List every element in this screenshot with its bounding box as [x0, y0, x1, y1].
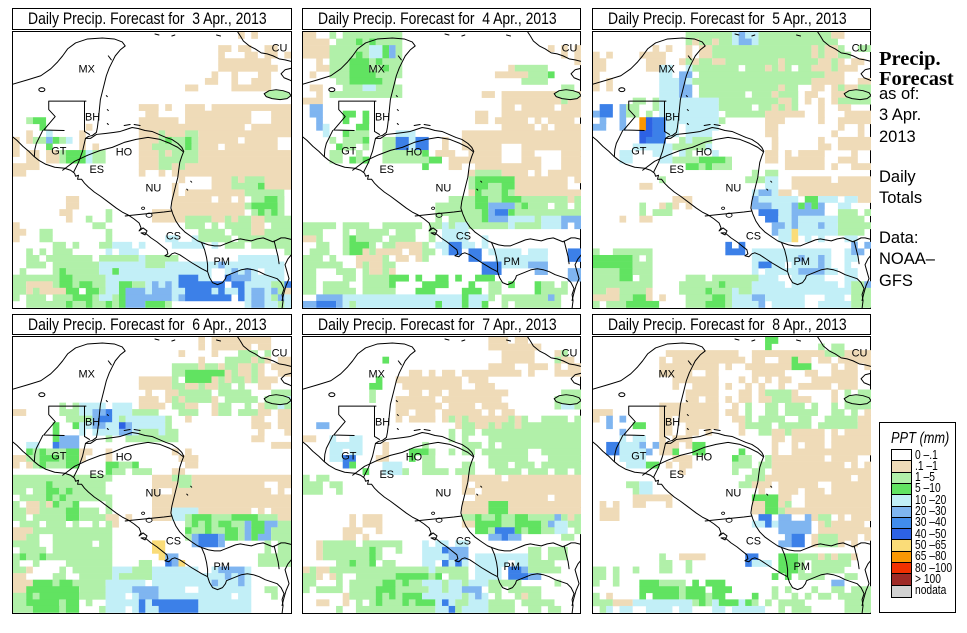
svg-text:PM: PM	[503, 256, 519, 268]
svg-text:GT: GT	[51, 450, 66, 462]
svg-text:HO: HO	[116, 146, 132, 158]
svg-text:CS: CS	[166, 535, 181, 547]
svg-text:CS: CS	[745, 230, 760, 242]
svg-text:PM: PM	[214, 561, 230, 573]
svg-text:NU: NU	[435, 488, 451, 500]
svg-text:CS: CS	[455, 535, 470, 547]
svg-text:BH: BH	[374, 112, 389, 124]
svg-text:NU: NU	[725, 183, 741, 195]
svg-text:CS: CS	[745, 535, 760, 547]
svg-text:MX: MX	[658, 63, 675, 75]
svg-text:BH: BH	[85, 112, 100, 124]
svg-text:GT: GT	[341, 145, 356, 157]
svg-text:CU: CU	[851, 347, 867, 359]
svg-text:NU: NU	[435, 183, 451, 195]
svg-text:HO: HO	[695, 146, 711, 158]
svg-text:BH: BH	[664, 112, 679, 124]
svg-text:BH: BH	[85, 417, 100, 429]
svg-text:PM: PM	[503, 561, 519, 573]
svg-text:GT: GT	[631, 450, 646, 462]
svg-text:ES: ES	[379, 164, 394, 176]
svg-text:HO: HO	[695, 451, 711, 463]
svg-text:MX: MX	[658, 368, 675, 380]
svg-text:CU: CU	[272, 42, 288, 54]
svg-text:HO: HO	[116, 451, 132, 463]
svg-text:HO: HO	[405, 451, 421, 463]
svg-text:MX: MX	[79, 368, 96, 380]
svg-text:GT: GT	[631, 145, 646, 157]
svg-text:CU: CU	[561, 42, 577, 54]
svg-text:BH: BH	[374, 417, 389, 429]
svg-text:CU: CU	[272, 347, 288, 359]
svg-text:GT: GT	[51, 145, 66, 157]
svg-text:ES: ES	[89, 164, 104, 176]
svg-text:NU: NU	[146, 183, 162, 195]
svg-text:ES: ES	[379, 469, 394, 481]
svg-text:MX: MX	[368, 368, 385, 380]
svg-text:ES: ES	[669, 164, 684, 176]
svg-text:CS: CS	[455, 230, 470, 242]
svg-text:GT: GT	[341, 450, 356, 462]
svg-text:MX: MX	[79, 63, 96, 75]
svg-text:ES: ES	[89, 469, 104, 481]
svg-text:PM: PM	[214, 256, 230, 268]
svg-text:CU: CU	[561, 347, 577, 359]
svg-text:PM: PM	[793, 256, 809, 268]
svg-text:MX: MX	[368, 63, 385, 75]
svg-text:HO: HO	[405, 146, 421, 158]
svg-text:CS: CS	[166, 230, 181, 242]
svg-text:CU: CU	[851, 42, 867, 54]
svg-text:NU: NU	[146, 488, 162, 500]
svg-text:ES: ES	[669, 469, 684, 481]
svg-text:BH: BH	[664, 417, 679, 429]
svg-text:NU: NU	[725, 488, 741, 500]
svg-text:PM: PM	[793, 561, 809, 573]
